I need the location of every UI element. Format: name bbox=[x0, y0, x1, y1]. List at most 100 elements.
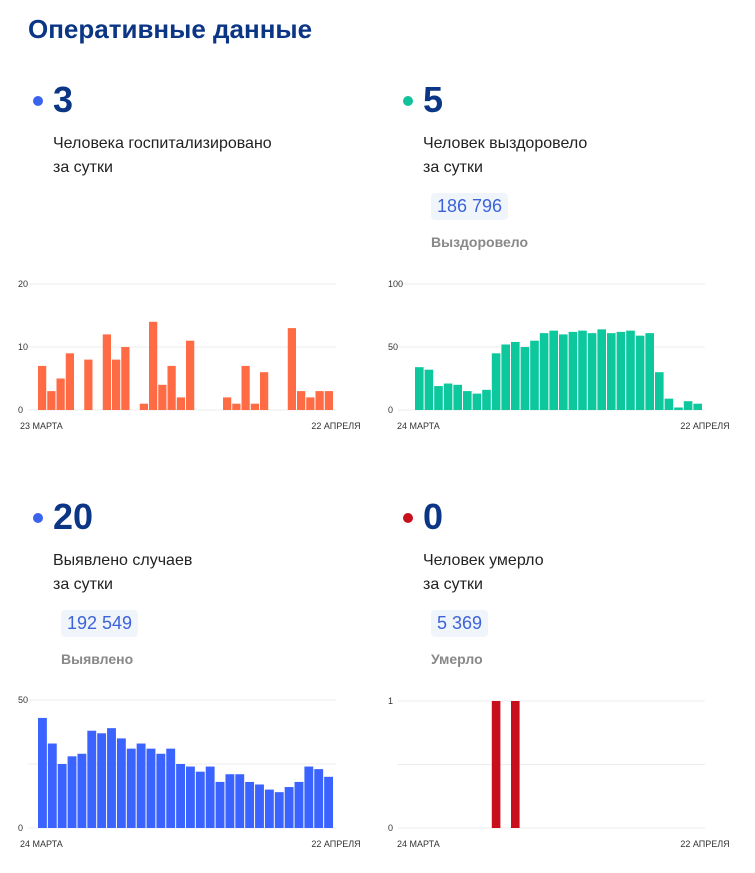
bar bbox=[511, 341, 520, 410]
x-label-start: 24 МАРТА bbox=[397, 839, 440, 849]
bar bbox=[324, 776, 333, 828]
y-tick-label: 1 bbox=[388, 696, 393, 706]
bar bbox=[491, 701, 501, 828]
bar bbox=[56, 378, 65, 410]
y-tick-label: 0 bbox=[18, 405, 23, 415]
bar bbox=[284, 787, 294, 828]
bar bbox=[112, 359, 121, 410]
bar bbox=[57, 764, 67, 828]
x-label-end: 22 АПРЕЛЯ bbox=[311, 839, 360, 849]
bar bbox=[47, 391, 56, 410]
hospitalized-desc: Человека госпитализировано за сутки bbox=[53, 132, 353, 180]
recovered-total-label: Выздоровело bbox=[431, 234, 529, 250]
bar bbox=[664, 398, 674, 410]
bar bbox=[149, 321, 158, 410]
desc-line: за сутки bbox=[423, 159, 483, 176]
y-tick-label: 20 bbox=[18, 279, 28, 289]
bar bbox=[264, 789, 274, 828]
bar bbox=[241, 365, 250, 410]
bar bbox=[315, 391, 324, 410]
bar bbox=[453, 384, 462, 410]
bar bbox=[324, 391, 333, 410]
bar bbox=[693, 403, 702, 410]
deaths-total: 5 369 bbox=[431, 610, 489, 637]
bar bbox=[156, 753, 166, 828]
bar bbox=[287, 328, 296, 410]
desc-line: Выявлено случаев bbox=[53, 552, 193, 569]
bar bbox=[559, 334, 568, 410]
bar bbox=[67, 756, 77, 828]
y-tick-label: 100 bbox=[388, 279, 403, 289]
recovered-count: 5 bbox=[423, 79, 444, 120]
bar bbox=[250, 403, 259, 410]
deaths-chart: 0 1 24 МАРТА 22 АПРЕЛЯ bbox=[388, 696, 730, 849]
bar bbox=[645, 333, 654, 410]
y-tick-label: 0 bbox=[18, 823, 23, 833]
deaths-count: 0 bbox=[423, 496, 444, 537]
bar bbox=[136, 743, 146, 828]
y-tick-label: 10 bbox=[18, 342, 28, 352]
bar bbox=[463, 391, 472, 410]
y-tick-label: 0 bbox=[388, 823, 393, 833]
red-dot-icon bbox=[403, 513, 413, 523]
bar bbox=[520, 347, 530, 410]
cases-count: 20 bbox=[53, 496, 94, 537]
bar bbox=[232, 403, 241, 410]
bar bbox=[274, 792, 284, 828]
bar bbox=[215, 781, 225, 828]
bar bbox=[102, 334, 111, 410]
bar bbox=[167, 365, 176, 410]
bar bbox=[223, 397, 232, 410]
bar bbox=[434, 386, 443, 410]
bar bbox=[530, 340, 539, 410]
bar bbox=[38, 365, 47, 410]
hospitalized-chart: 0 10 20 23 МАРТА 22 АПРЕЛЯ bbox=[18, 279, 361, 431]
bar bbox=[107, 728, 116, 828]
bar bbox=[306, 397, 315, 410]
bar bbox=[255, 784, 264, 828]
bar bbox=[511, 701, 520, 828]
recovered-total: 186 796 bbox=[431, 193, 509, 220]
bar bbox=[121, 347, 130, 410]
bar bbox=[84, 359, 93, 410]
page-title: Оперативные данные bbox=[28, 14, 313, 44]
bar bbox=[443, 383, 453, 410]
x-label-end: 22 АПРЕЛЯ bbox=[311, 421, 360, 431]
bar bbox=[65, 353, 74, 410]
bar bbox=[225, 774, 235, 828]
bar bbox=[472, 393, 482, 410]
bar bbox=[116, 738, 126, 828]
cases-total: 192 549 bbox=[61, 610, 139, 637]
bar bbox=[415, 367, 424, 410]
bar bbox=[87, 730, 97, 828]
desc-line: Человек умерло bbox=[423, 552, 544, 569]
y-tick-label: 0 bbox=[388, 405, 393, 415]
x-label-start: 24 МАРТА bbox=[397, 421, 440, 431]
bar bbox=[126, 748, 136, 828]
desc-line: Человека госпитализировано bbox=[53, 135, 272, 152]
bar bbox=[176, 397, 185, 410]
y-tick-label: 50 bbox=[18, 695, 28, 705]
bar bbox=[158, 384, 167, 410]
bar bbox=[674, 407, 683, 410]
bar bbox=[294, 781, 304, 828]
bar bbox=[424, 369, 434, 410]
bar bbox=[47, 743, 57, 828]
desc-line: за сутки bbox=[53, 159, 113, 176]
bar bbox=[186, 340, 195, 410]
bar bbox=[139, 403, 148, 410]
bar bbox=[97, 733, 107, 828]
x-label-end: 22 АПРЕЛЯ bbox=[680, 421, 729, 431]
bar bbox=[501, 344, 510, 410]
cases-total-label: Выявлено bbox=[61, 651, 134, 667]
bar bbox=[77, 753, 87, 828]
bar bbox=[297, 391, 306, 410]
bar bbox=[245, 781, 255, 828]
x-label-end: 22 АПРЕЛЯ bbox=[680, 839, 729, 849]
blue-dot-icon bbox=[33, 96, 43, 106]
cases-desc: Выявлено случаев за сутки bbox=[53, 549, 353, 597]
bar bbox=[186, 766, 195, 828]
bar bbox=[195, 771, 205, 828]
bar bbox=[635, 335, 645, 410]
bar bbox=[482, 389, 491, 410]
